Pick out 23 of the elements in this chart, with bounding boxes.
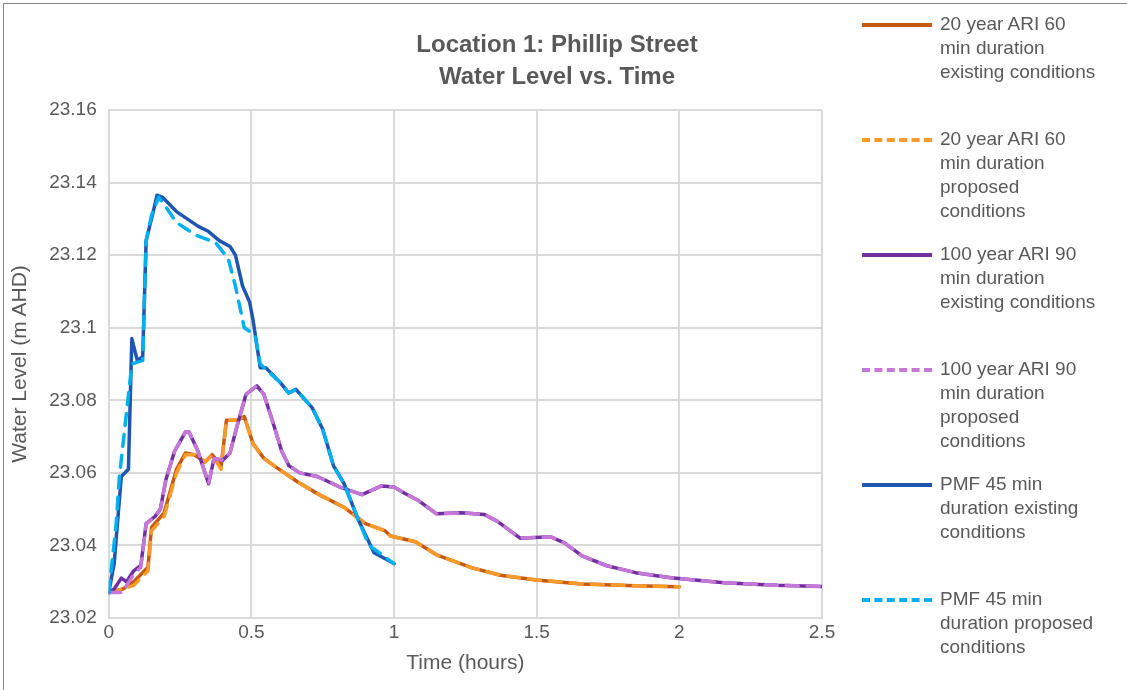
y-axis-title: Water Level (m AHD)	[7, 265, 31, 463]
legend-label: 100 year ARI 90 min duration proposed conditions	[940, 357, 1078, 453]
y-tick-label: 23.1	[59, 315, 97, 337]
y-tick-label: 23.06	[49, 461, 97, 483]
x-tick-label: 2.5	[808, 620, 836, 642]
y-tick-label: 23.12	[49, 243, 97, 265]
y-tick-label: 23.02	[49, 606, 97, 628]
legend-label: 20 year ARI 60 min duration proposed conditions	[940, 127, 1067, 223]
legend-label: PMF 45 min duration existing conditions	[940, 472, 1080, 544]
x-tick-label: 0.5	[238, 620, 265, 642]
x-tick-label: 0	[103, 620, 115, 642]
x-tick-label: 2	[674, 620, 685, 642]
y-tick-label: 23.08	[49, 388, 97, 410]
legend-label: 20 year ARI 60 min duration existing conditions	[940, 12, 1097, 84]
y-tick-label: 23.04	[49, 533, 98, 555]
x-axis-title: Time (hours)	[406, 650, 525, 674]
y-tick-label: 23.14	[49, 170, 98, 192]
legend-label: 100 year ARI 90 min duration existing conditions	[940, 242, 1097, 314]
chart-title: Location 1: Phillip Street Water Level vs. Time	[415, 29, 699, 91]
y-tick-label: 23.16	[49, 98, 97, 120]
x-tick-label: 1.5	[523, 620, 550, 642]
x-tick-label: 1	[388, 620, 400, 642]
legend-label: PMF 45 min duration proposed conditions	[940, 587, 1095, 659]
